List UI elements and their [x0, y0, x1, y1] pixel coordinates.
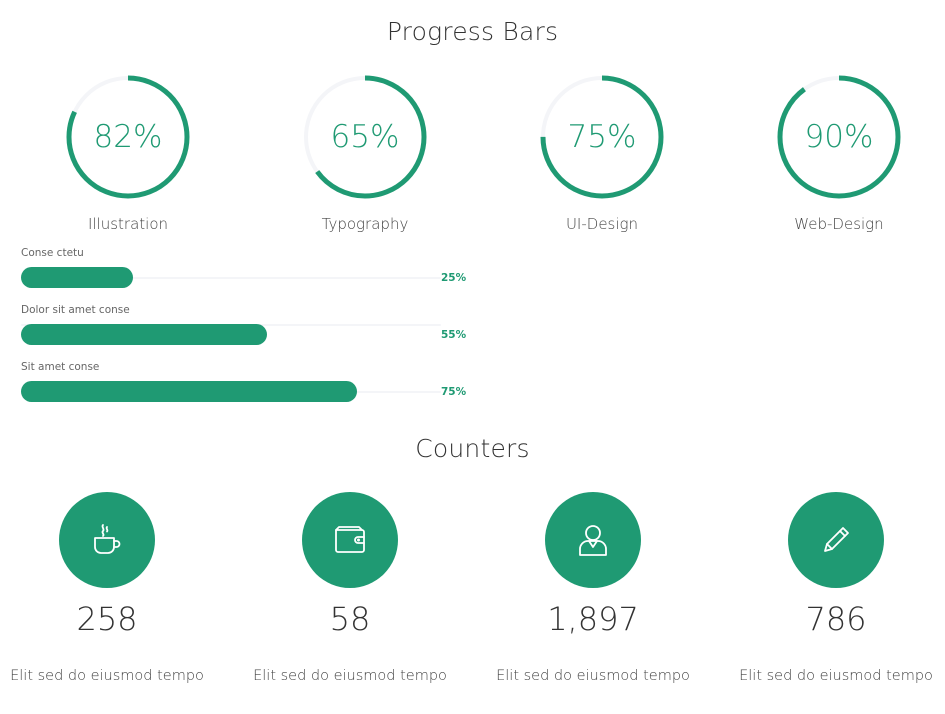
ring-value: 90%	[804, 119, 874, 155]
counter-label: Elit sed do eiusmod tempo	[739, 668, 933, 684]
ring-chart	[777, 75, 901, 199]
counter-icon-circle	[545, 492, 641, 588]
ring-chart	[303, 75, 427, 199]
counter-value: 258	[76, 600, 138, 638]
bar-percentage: 25%	[441, 272, 467, 284]
counter-label: Elit sed do eiusmod tempo	[10, 668, 204, 684]
wallet-icon	[335, 526, 365, 553]
ring-value: 75%	[567, 119, 637, 155]
progress-ring-illustration: 82%	[63, 72, 193, 202]
bar-label: Conse ctetu	[21, 247, 84, 259]
counter-value: 58	[329, 600, 371, 638]
bar-label: Dolor sit amet conse	[21, 304, 130, 316]
bar-track	[21, 277, 441, 279]
counter-icon-circle	[59, 492, 155, 588]
counter-value: 1,897	[547, 600, 639, 638]
ring-arc	[540, 75, 664, 199]
ring-chart	[66, 75, 190, 199]
ring-arc	[303, 75, 427, 199]
counter-icon-circle	[302, 492, 398, 588]
ring-value: 82%	[93, 119, 163, 155]
bar-fill	[21, 267, 133, 288]
ring-chart	[540, 75, 664, 199]
counter-icon-circle	[788, 492, 884, 588]
progress-bars-title: Progress Bars	[386, 17, 559, 46]
bar-fill	[21, 381, 357, 402]
progress-ring-ui-design: 75%	[537, 72, 667, 202]
ring-label: Illustration	[87, 215, 169, 233]
coffee-cup-icon	[94, 524, 121, 554]
ring-label: Web-Design	[794, 215, 884, 233]
bar-fill	[21, 324, 267, 345]
user-icon	[579, 525, 607, 556]
bar-label: Sit amet conse	[21, 361, 100, 373]
bar-percentage: 75%	[441, 386, 467, 398]
progress-ring-web-design: 90%	[774, 72, 904, 202]
counter-value: 786	[805, 600, 867, 638]
ring-arc	[777, 75, 901, 199]
ring-value: 65%	[330, 119, 400, 155]
counters-title: Counters	[415, 434, 530, 463]
progress-ring-typography: 65%	[300, 72, 430, 202]
ring-arc	[66, 75, 190, 199]
counter-label: Elit sed do eiusmod tempo	[496, 668, 690, 684]
ring-label: UI-Design	[565, 215, 639, 233]
pencil-icon	[824, 527, 849, 552]
counter-label: Elit sed do eiusmod tempo	[253, 668, 447, 684]
ring-label: Typography	[321, 215, 409, 233]
bar-percentage: 55%	[441, 329, 467, 341]
